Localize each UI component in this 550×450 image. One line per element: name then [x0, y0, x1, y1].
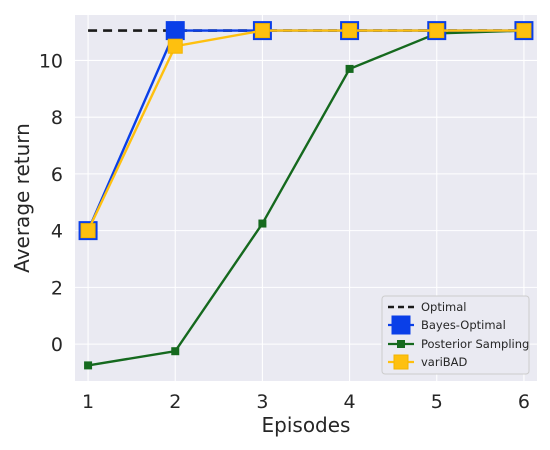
legend-item: Optimal — [388, 300, 467, 314]
legend-marker — [391, 315, 411, 335]
y-tick-label: 2 — [51, 277, 63, 299]
data-point — [167, 38, 183, 54]
series-line — [87, 29, 524, 367]
legend-label: Bayes-Optimal — [421, 318, 506, 332]
legend-box — [381, 295, 530, 375]
ticks: 1 2 3 4 5 6 0 2 4 6 8 10 — [39, 50, 530, 413]
series-line — [86, 29, 524, 232]
x-tick-label: 2 — [169, 391, 181, 413]
x-tick-label: 5 — [431, 391, 443, 413]
x-tick-label: 4 — [344, 391, 356, 413]
x-tick-label: 1 — [82, 391, 94, 413]
y-axis-label: Average return — [10, 123, 34, 273]
x-axis-label: Episodes — [262, 413, 351, 437]
legend-label: variBAD — [421, 355, 468, 369]
data-point — [258, 219, 267, 228]
data-point — [171, 347, 180, 356]
legend-marker — [397, 340, 405, 348]
x-tick-label: 3 — [256, 391, 268, 413]
data-point — [345, 64, 354, 73]
legend-label: Posterior Sampling — [421, 337, 529, 351]
y-tick-label: 8 — [51, 107, 63, 129]
y-tick-label: 4 — [51, 221, 63, 243]
data-point — [165, 21, 185, 41]
legend-label: Optimal — [421, 300, 467, 314]
data-point — [429, 23, 445, 39]
data-point — [342, 23, 358, 39]
data-point — [80, 223, 96, 239]
y-tick-label: 6 — [51, 164, 63, 186]
legend-item: Posterior Sampling — [388, 337, 529, 351]
data-point — [516, 23, 532, 39]
y-tick-label: 0 — [51, 334, 63, 356]
legend-item: Bayes-Optimal — [388, 315, 506, 335]
data-point — [254, 23, 270, 39]
grid — [75, 15, 537, 381]
legend-marker — [393, 354, 409, 370]
series-varibad — [80, 23, 532, 239]
legend-item: variBAD — [388, 354, 468, 370]
data-point — [84, 361, 93, 370]
legend: Optimal Bayes-Optimal Posterior Sampling va… — [381, 295, 530, 375]
x-tick-label: 6 — [518, 391, 530, 413]
series — [78, 21, 534, 370]
y-tick-label: 10 — [39, 50, 63, 72]
